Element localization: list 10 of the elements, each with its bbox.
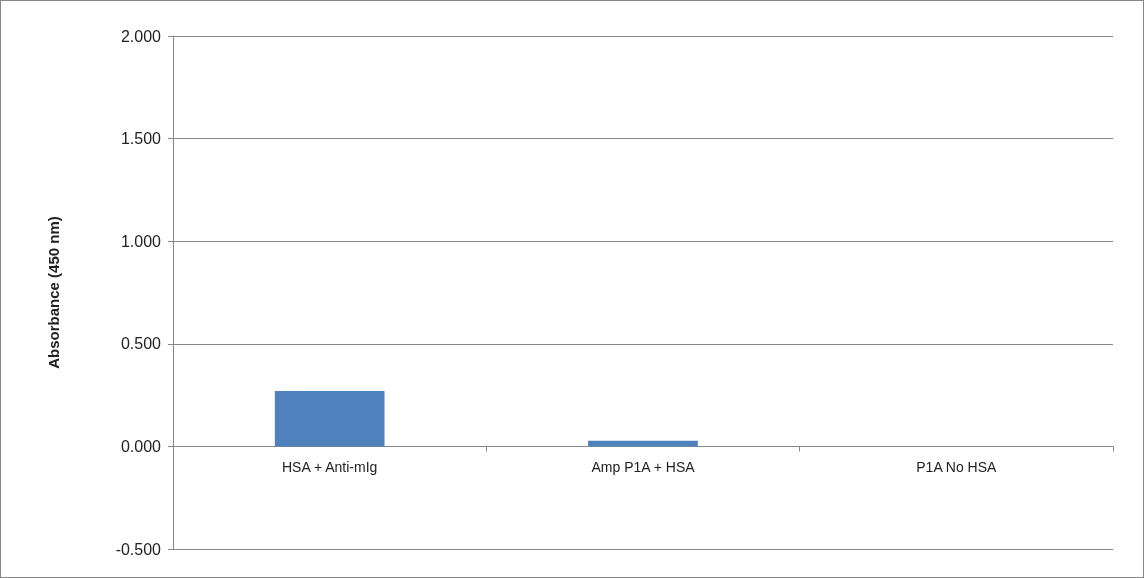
x-tick-label: Amp P1A + HSA <box>591 459 696 476</box>
y-axis-title: Absorbance (450 nm) <box>45 216 62 369</box>
y-tick-label: 0.000 <box>120 437 162 455</box>
y-tick-label: 0.500 <box>120 335 162 353</box>
y-tick-label: 1.500 <box>120 130 162 148</box>
x-tick-label: HSA + Anti-mIg <box>282 459 378 476</box>
y-tick-label: 2.000 <box>120 27 162 45</box>
y-tick-label: 1.000 <box>120 232 162 250</box>
y-tick-label: -0.500 <box>115 540 162 558</box>
x-tick-label: P1A No HSA <box>916 459 998 476</box>
